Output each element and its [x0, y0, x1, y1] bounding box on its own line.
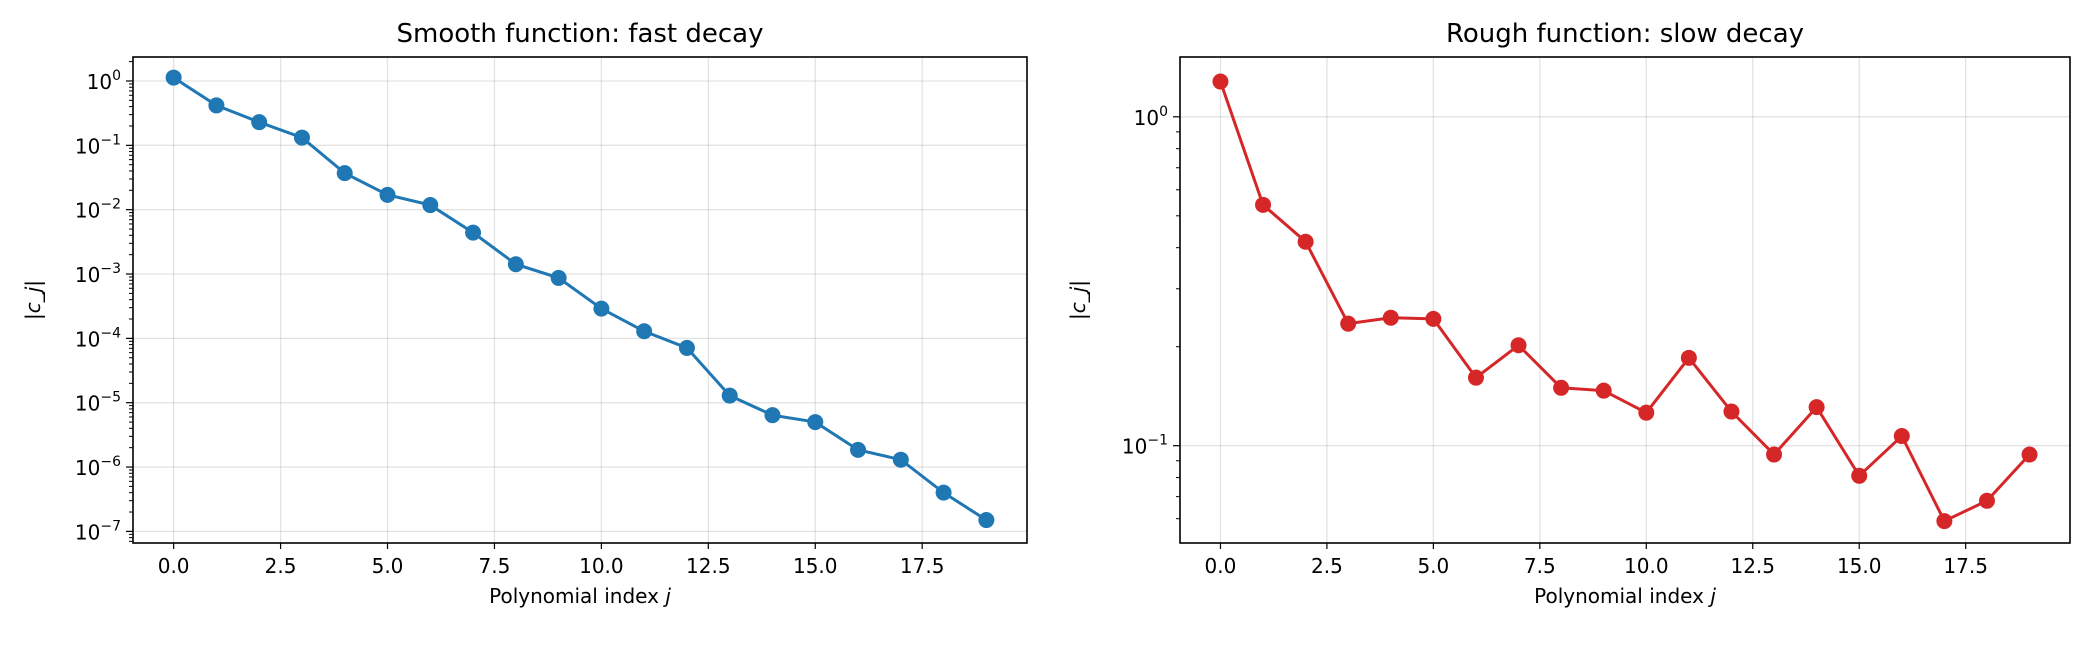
x-tick-label: 5.0	[372, 554, 404, 578]
data-point	[2021, 446, 2038, 463]
data-point	[1936, 513, 1953, 530]
x-tick-label: 12.5	[686, 554, 731, 578]
y-tick-label: 10−6	[75, 454, 121, 480]
series-line	[172, 76, 988, 522]
data-point	[465, 224, 482, 241]
x-tick-label: 15.0	[1837, 554, 1882, 578]
data-point	[807, 414, 824, 431]
data-point	[336, 165, 353, 182]
data-point	[1893, 428, 1910, 445]
data-point	[1382, 309, 1399, 326]
y-tick-label: 100	[87, 68, 121, 94]
chart-title: Smooth function: fast decay	[396, 19, 763, 49]
data-point	[208, 97, 225, 114]
chart-title: Rough function: slow decay	[1446, 19, 1804, 49]
axes-frame	[132, 56, 1028, 544]
x-tick-label: 10.0	[579, 554, 624, 578]
data-point	[251, 114, 268, 131]
series-line	[1219, 81, 2031, 524]
data-point	[1595, 382, 1612, 399]
y-tick-label: 10−1	[1122, 433, 1168, 459]
x-tick-label: 15.0	[793, 554, 838, 578]
data-point	[892, 451, 909, 468]
y-tick-label: 10−4	[75, 325, 121, 351]
data-point	[422, 197, 439, 214]
y-tick-label: 10−5	[75, 390, 121, 416]
y-tick-label: 100	[1134, 104, 1168, 130]
x-tick-label: 0.0	[1205, 554, 1237, 578]
data-point	[1808, 399, 1825, 416]
data-point	[1425, 310, 1442, 327]
x-tick-label: 12.5	[1730, 554, 1775, 578]
chart-1: 0.0 2.5 5.0 7.5 10.0 12.5 15.0 17.5 100 10−1 10−2 1…	[21, 19, 1028, 608]
data-point	[678, 339, 695, 356]
data-point	[165, 69, 182, 86]
data-point	[721, 387, 738, 404]
x-tick-label: 17.5	[900, 554, 945, 578]
data-point	[1680, 349, 1697, 366]
data-point	[1766, 446, 1783, 463]
data-point	[1553, 379, 1570, 396]
data-point	[593, 300, 610, 317]
data-point	[935, 484, 952, 501]
data-point	[1638, 404, 1655, 421]
data-point	[1851, 467, 1868, 484]
x-axis-label: Polynomial index j	[1534, 584, 1716, 608]
x-tick-label: 7.5	[479, 554, 511, 578]
data-point	[1978, 492, 1995, 509]
y-axis-label: |c_j|	[21, 280, 45, 320]
data-point	[978, 512, 995, 529]
data-point	[764, 407, 781, 424]
x-axis-label: Polynomial index j	[489, 584, 671, 608]
axes-frame	[1179, 56, 2071, 544]
data-point	[1723, 403, 1740, 420]
x-tick-label: 2.5	[265, 554, 297, 578]
y-axis-label: |c_j|	[1066, 280, 1090, 320]
data-point	[1297, 233, 1314, 250]
data-point	[1467, 369, 1484, 386]
data-point	[1212, 73, 1229, 90]
data-point	[550, 269, 567, 286]
data-point	[636, 323, 653, 340]
data-point	[507, 256, 524, 273]
data-point	[379, 186, 396, 203]
x-tick-label: 10.0	[1624, 554, 1669, 578]
x-tick-label: 2.5	[1311, 554, 1343, 578]
y-tick-label: 10−1	[75, 132, 121, 158]
chart-2: 0.0 2.5 5.0 7.5 10.0 12.5 15.0 17.5 100 10−1 Rough…	[1066, 19, 2071, 608]
y-tick-label: 10−7	[75, 518, 121, 544]
data-point	[1510, 337, 1527, 354]
data-point	[1340, 315, 1357, 332]
data-point	[850, 441, 867, 458]
data-point	[1255, 196, 1272, 213]
x-tick-label: 7.5	[1524, 554, 1556, 578]
data-point	[293, 129, 310, 146]
x-tick-label: 17.5	[1943, 554, 1988, 578]
x-tick-label: 5.0	[1417, 554, 1449, 578]
y-tick-label: 10−2	[75, 197, 121, 223]
y-tick-label: 10−3	[75, 261, 121, 287]
x-tick-label: 0.0	[158, 554, 190, 578]
